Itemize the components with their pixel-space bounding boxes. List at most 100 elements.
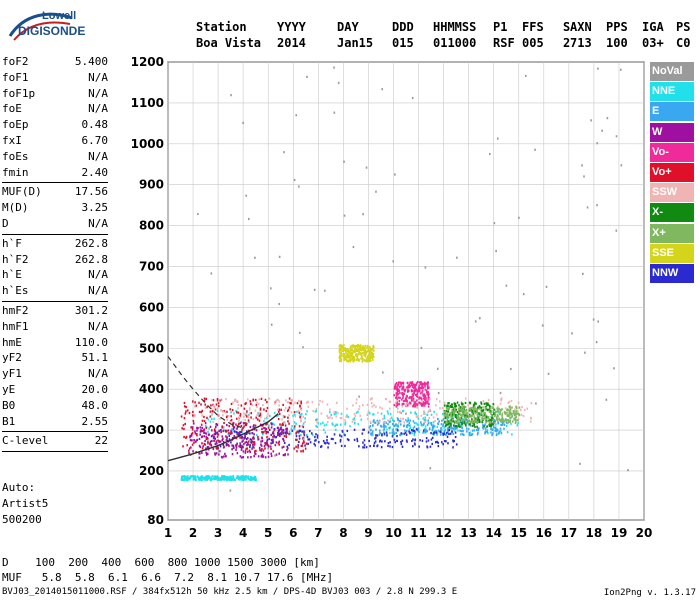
echo-point [509,416,512,419]
echo-point [242,475,245,478]
echo-point [253,433,255,436]
echo-point [420,423,423,426]
header-label-3: DDD [392,20,414,34]
echo-point [397,418,399,421]
echo-point [267,444,269,447]
echo-point [400,442,403,446]
echo-point [393,438,396,441]
echo-point [490,421,493,425]
echo-point [211,398,213,402]
echo-point [278,255,281,258]
echo-point [369,352,372,355]
echo-point [350,358,352,361]
echo-point [228,432,230,435]
echo-point [342,433,345,436]
echo-point [257,438,259,441]
echo-point [452,427,455,430]
echo-point [183,401,186,405]
echo-point [296,430,299,433]
echo-point [248,449,251,452]
echo-point [194,405,196,408]
echo-point [414,401,416,404]
echo-point [445,440,447,443]
echo-point [185,436,187,440]
echo-point [368,357,371,360]
echo-point [359,348,362,352]
echo-point [359,414,362,417]
echo-point [259,412,262,415]
echo-point [203,415,205,419]
echo-point [592,318,595,321]
echo-point [354,353,357,356]
echo-point [326,414,329,418]
echo-point [493,412,495,415]
echo-point [290,402,292,405]
echo-point [529,420,532,423]
header-value-11: C0 [676,36,691,50]
echo-point [317,422,320,425]
echo-point [283,409,286,412]
echo-point [380,424,382,427]
echo-point [193,441,195,444]
echo-point [274,454,276,457]
echo-point [368,426,371,429]
echo-point [242,446,244,449]
x-tick-label: 9 [364,526,372,540]
echo-point [302,346,304,349]
echo-point [420,402,422,405]
echo-point [249,425,252,429]
echo-point [363,443,366,447]
echo-point [195,439,198,442]
echo-point [334,441,337,445]
echo-point [212,420,215,423]
echo-point [210,404,212,407]
echo-point [256,401,258,404]
echo-point [501,408,503,411]
echo-point [288,433,290,436]
echo-point [482,424,484,427]
echo-point [495,423,497,426]
echo-point [210,476,212,479]
echo-point [222,410,224,413]
echo-point [465,412,467,415]
header-label-2: DAY [337,20,359,34]
echo-point [299,414,302,417]
echo-point [366,403,369,406]
echo-point [370,428,372,432]
echo-point [471,429,474,432]
echo-point [239,445,241,448]
echo-point [223,409,225,413]
echo-point [286,447,289,450]
echo-point [203,435,206,438]
echo-point [214,430,217,433]
echo-point [247,431,249,434]
echo-point [233,412,235,415]
echo-point [283,441,286,445]
echo-point [456,411,459,414]
echo-point [399,417,402,420]
echo-point [200,429,202,432]
echo-point [405,424,408,427]
echo-point [198,437,201,441]
echo-point [476,412,479,415]
echo-point [447,442,449,445]
echo-point [235,448,237,451]
echo-point [187,449,190,452]
echo-point [233,435,236,438]
echo-point [412,384,414,388]
legend-item-x: X+ [650,223,694,243]
echo-point [417,427,420,430]
plot-area [167,61,645,521]
echo-point [289,402,291,405]
echo-point [248,420,250,423]
echo-point [205,426,208,429]
echo-point [445,407,448,410]
echo-point [451,427,454,430]
echo-point [412,426,415,430]
param-value: 262.8 [74,252,108,266]
echo-point [440,423,443,426]
echo-point [476,425,478,428]
echo-point [584,351,586,354]
echo-point [371,432,373,435]
echo-point [386,433,389,436]
